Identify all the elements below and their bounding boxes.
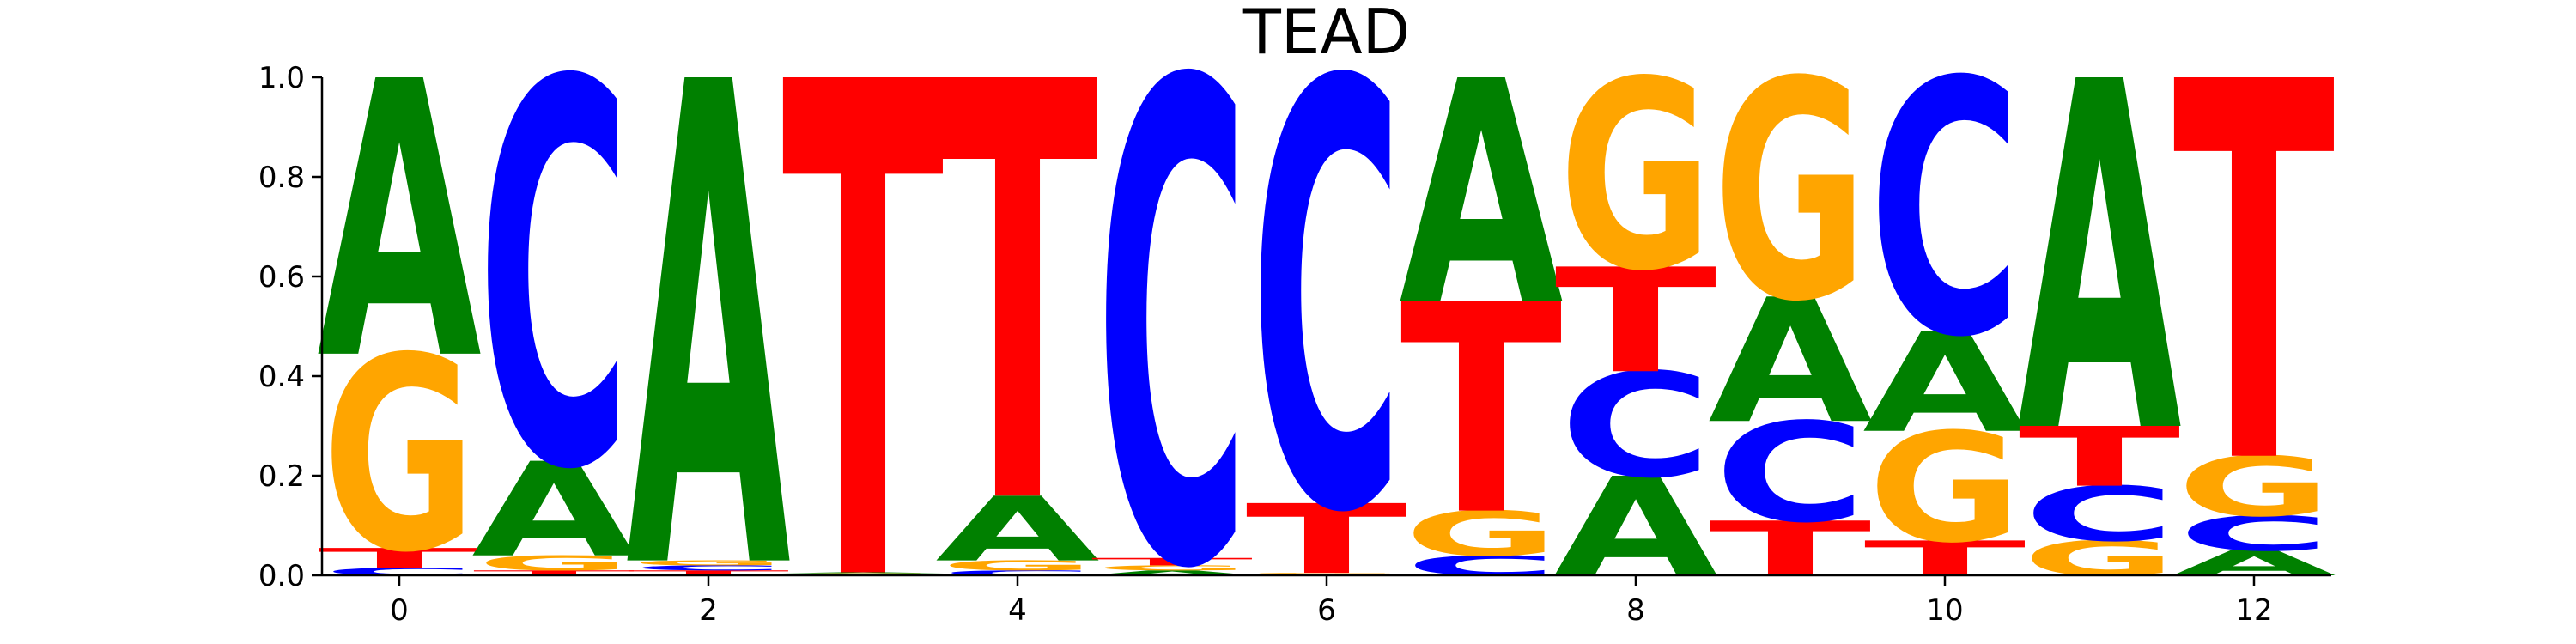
logo-letter-T-pos-11: T <box>2019 410 2181 505</box>
chart-title: TEAD <box>1242 0 1410 68</box>
logo-letter-G-pos-6: G <box>1249 573 1403 575</box>
logo-letter-G-pos-4: G <box>940 557 1094 574</box>
logo-letter-C-pos-10: C <box>1868 8 2021 413</box>
logo-letter-G-pos-5: G <box>1095 564 1249 572</box>
logo-letter-A-pos-3: A <box>781 572 945 574</box>
logo-letter-G-pos-3: G <box>786 573 939 574</box>
logo-letter-C-pos-9: C <box>1714 395 1867 554</box>
logo-letter-C-pos-1: C <box>477 0 630 585</box>
logo-letter-A-pos-11: A <box>2017 0 2183 539</box>
logo-letter-C-pos-5: C <box>1096 0 1249 644</box>
logo-letter-A-pos-10: A <box>1862 305 2026 464</box>
x-tick-label: 10 <box>1926 593 1963 628</box>
logo-letter-C-pos-2: C <box>632 564 785 572</box>
logo-letter-G-pos-11: G <box>2022 531 2176 586</box>
y-tick-label: 0.0 <box>258 559 305 593</box>
logo-letter-T-pos-12: T <box>2173 0 2336 579</box>
logo-letter-T-pos-4: T <box>937 0 1100 631</box>
x-tick-label: 0 <box>390 593 409 628</box>
logo-letter-T-pos-0: T <box>319 543 481 574</box>
logo-letter-A-pos-5: A <box>1090 569 1254 577</box>
logo-letter-A-pos-1: A <box>471 435 635 586</box>
logo-letter-A-pos-9: A <box>1708 263 1872 461</box>
x-tick-label: 8 <box>1626 593 1645 628</box>
logo-letter-G-pos-7: G <box>1404 499 1558 570</box>
logo-letter-G-pos-12: G <box>2177 440 2330 535</box>
y-tick-label: 0.8 <box>258 161 305 195</box>
logo-letter-C-pos-11: C <box>2023 471 2176 558</box>
logo-letter-G-pos-9: G <box>1713 17 1867 368</box>
x-tick-label: 6 <box>1317 593 1336 628</box>
y-tick-label: 0.4 <box>258 360 305 394</box>
logo-letter-T-pos-3: T <box>782 0 945 644</box>
logo-letter-C-pos-8: C <box>1559 343 1712 510</box>
logo-letter-A-pos-7: A <box>1399 15 1564 374</box>
logo-letter-T-pos-7: T <box>1400 245 1564 579</box>
logo-letter-T-pos-2: T <box>628 569 790 577</box>
x-tick-label: 2 <box>699 593 718 628</box>
logo-letter-T-pos-9: T <box>1710 506 1872 593</box>
y-tick-label: 1.0 <box>258 61 305 95</box>
logo-letter-T-pos-8: T <box>1555 238 1717 404</box>
logo-letter-A-pos-4: A <box>935 478 1099 582</box>
logo-letter-G-pos-1: G <box>477 551 630 575</box>
logo-letter-A-pos-0: A <box>317 3 483 444</box>
logo-letter-G-pos-0: G <box>322 301 476 611</box>
logo-letter-G-pos-8: G <box>1558 27 1712 329</box>
axes: 0.0 0.2 0.4 0.6 0.8 1.0 0 2 4 6 8 10 12 <box>258 61 2331 628</box>
y-tick-label: 0.6 <box>258 260 305 295</box>
logo-letter-T-pos-1: T <box>473 569 635 577</box>
logo-letter-C-pos-4: C <box>941 569 1094 577</box>
logo-letter-G-pos-2: G <box>631 559 785 567</box>
y-tick-label: 0.2 <box>258 459 305 494</box>
logo-letter-C-pos-6: C <box>1250 0 1403 641</box>
logo-letter-T-pos-5: T <box>1091 556 1254 568</box>
logo-letter-C-pos-7: C <box>1405 550 1558 582</box>
x-tick-label: 4 <box>1008 593 1027 628</box>
logo-letter-C-pos-12: C <box>2178 507 2330 562</box>
logo-letter-G-pos-10: G <box>1868 401 2021 576</box>
x-tick-label: 12 <box>2235 593 2272 628</box>
logo-letter-A-pos-2: A <box>626 0 792 644</box>
